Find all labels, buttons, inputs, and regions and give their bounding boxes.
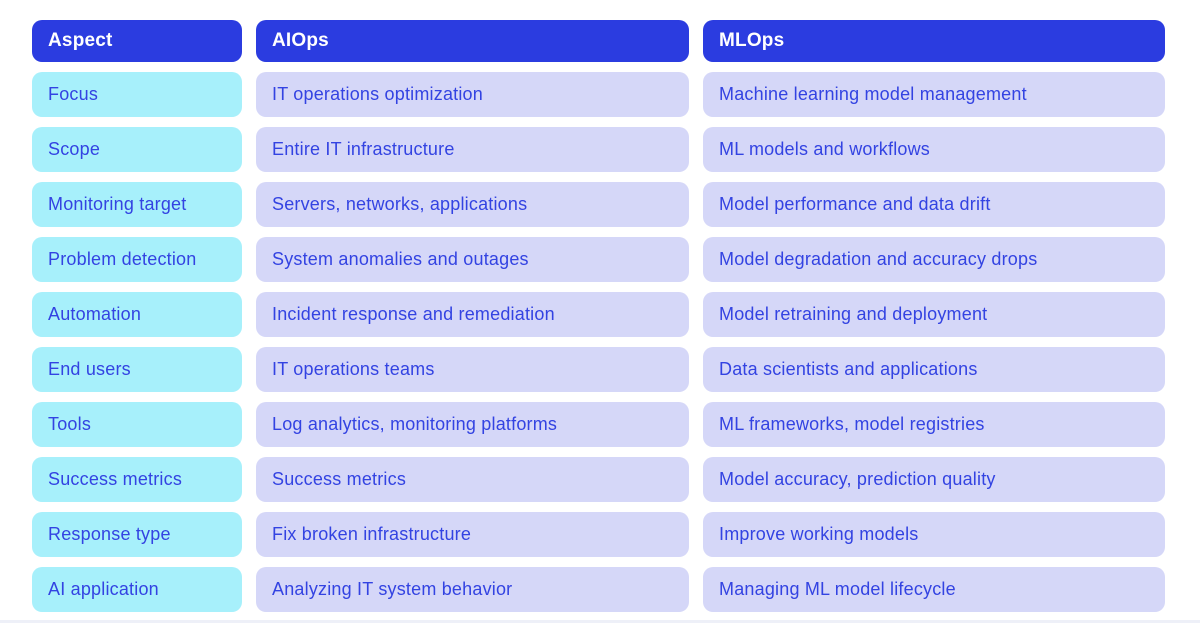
aiops-value-scope: Entire IT infrastructure xyxy=(256,127,689,172)
mlops-value-automation: Model retraining and deployment xyxy=(703,292,1165,337)
mlops-value-problem-detection: Model degradation and accuracy drops xyxy=(703,237,1165,282)
column-header-aspect: Aspect xyxy=(32,20,242,62)
mlops-value-focus: Machine learning model management xyxy=(703,72,1165,117)
row-label-focus: Focus xyxy=(32,72,242,117)
row-label-success-metrics: Success metrics xyxy=(32,457,242,502)
row-label-response-type: Response type xyxy=(32,512,242,557)
aiops-mlops-comparison-table: Aspect AIOps MLOps Focus IT operations o… xyxy=(32,20,1165,612)
mlops-value-tools: ML frameworks, model registries xyxy=(703,402,1165,447)
aiops-value-automation: Incident response and remediation xyxy=(256,292,689,337)
mlops-value-success-metrics: Model accuracy, prediction quality xyxy=(703,457,1165,502)
row-label-automation: Automation xyxy=(32,292,242,337)
aiops-value-ai-application: Analyzing IT system behavior xyxy=(256,567,689,612)
aiops-value-tools: Log analytics, monitoring platforms xyxy=(256,402,689,447)
mlops-value-end-users: Data scientists and applications xyxy=(703,347,1165,392)
row-label-ai-application: AI application xyxy=(32,567,242,612)
aiops-value-focus: IT operations optimization xyxy=(256,72,689,117)
aiops-value-success-metrics: Success metrics xyxy=(256,457,689,502)
mlops-value-response-type: Improve working models xyxy=(703,512,1165,557)
row-label-monitoring-target: Monitoring target xyxy=(32,182,242,227)
aiops-value-monitoring-target: Servers, networks, applications xyxy=(256,182,689,227)
aiops-value-end-users: IT operations teams xyxy=(256,347,689,392)
column-header-mlops: MLOps xyxy=(703,20,1165,62)
row-label-tools: Tools xyxy=(32,402,242,447)
mlops-value-monitoring-target: Model performance and data drift xyxy=(703,182,1165,227)
row-label-scope: Scope xyxy=(32,127,242,172)
mlops-value-ai-application: Managing ML model lifecycle xyxy=(703,567,1165,612)
row-label-end-users: End users xyxy=(32,347,242,392)
aiops-value-problem-detection: System anomalies and outages xyxy=(256,237,689,282)
row-label-problem-detection: Problem detection xyxy=(32,237,242,282)
bottom-shadow-line xyxy=(0,620,1200,623)
column-header-aiops: AIOps xyxy=(256,20,689,62)
mlops-value-scope: ML models and workflows xyxy=(703,127,1165,172)
aiops-value-response-type: Fix broken infrastructure xyxy=(256,512,689,557)
